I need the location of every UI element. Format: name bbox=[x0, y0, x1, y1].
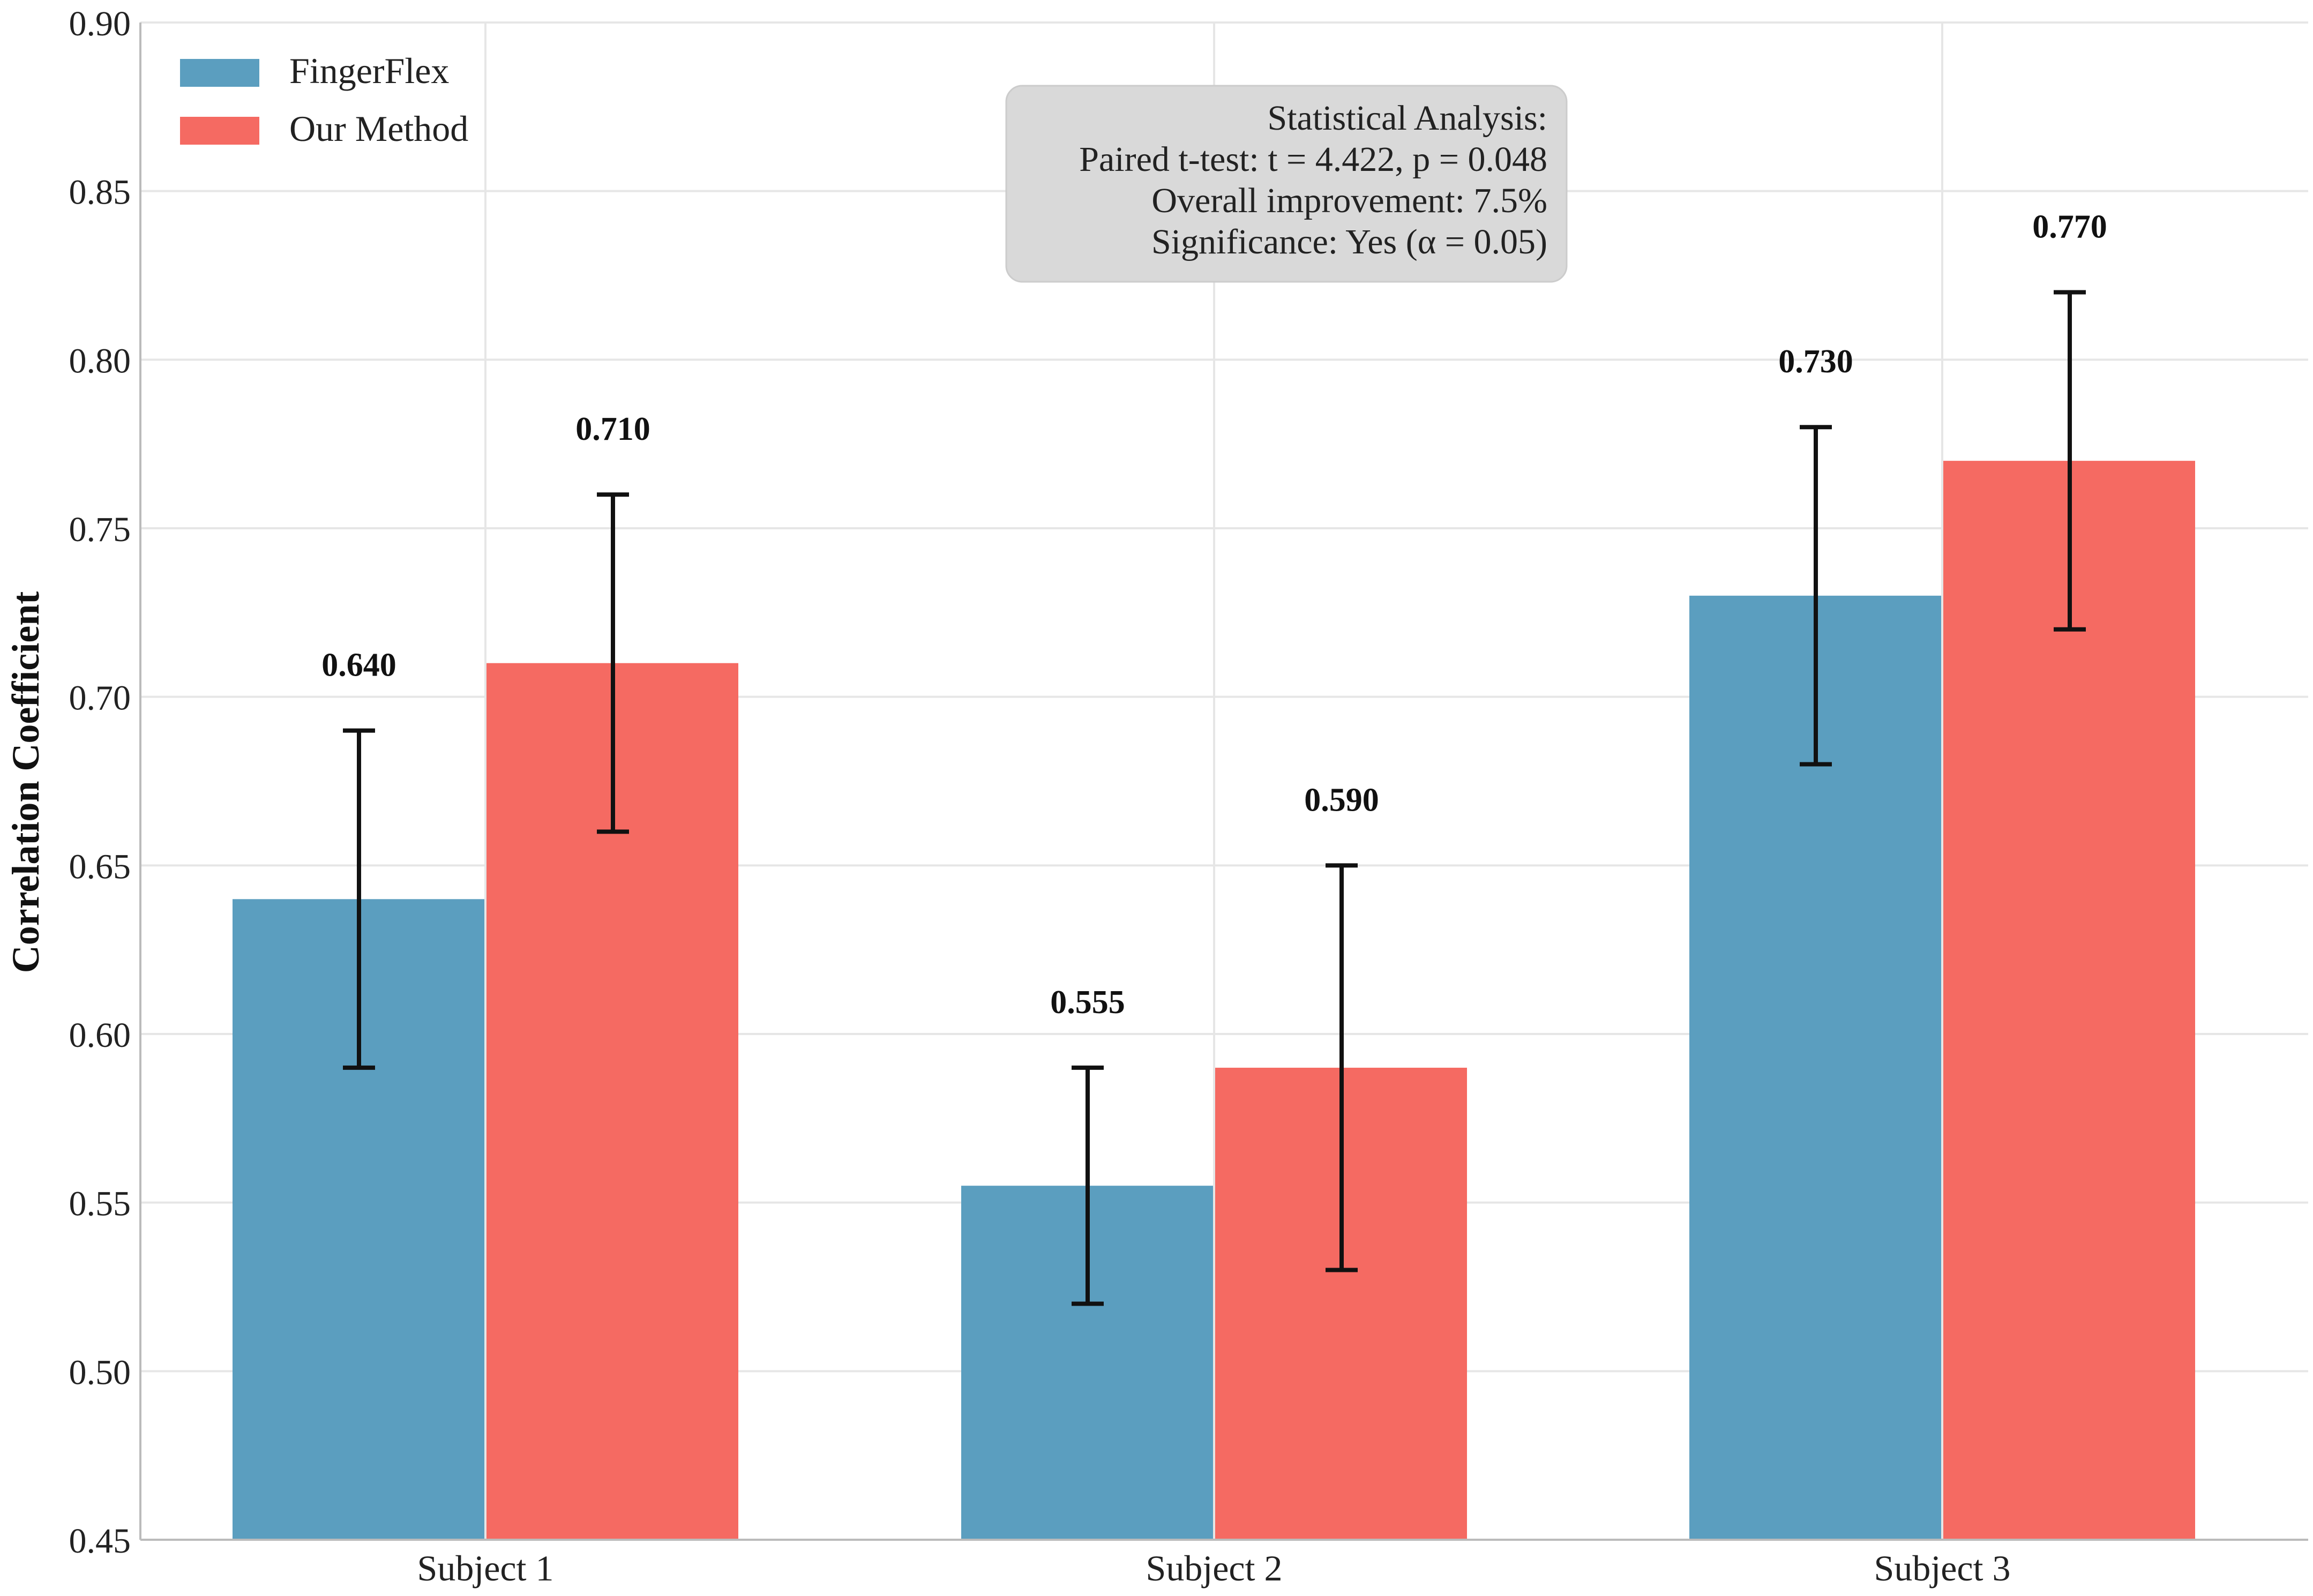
value-label-group: 0.640 0.555 0.730 0.710 0.590 0.770 bbox=[321, 208, 2107, 1020]
legend: FingerFlex Our Method bbox=[180, 50, 468, 149]
x-tick-labels: Subject 1 Subject 2 Subject 3 bbox=[417, 1548, 2011, 1588]
y-tick-label: 0.85 bbox=[69, 173, 131, 212]
y-tick-labels: 0.45 0.50 0.55 0.60 0.65 0.70 0.75 0.80 0.85 0.90 bbox=[69, 4, 131, 1561]
annotation-line: Overall improvement: 7.5% bbox=[1151, 181, 1547, 220]
y-tick-label: 0.55 bbox=[69, 1185, 131, 1224]
legend-label: FingerFlex bbox=[289, 50, 449, 91]
x-tick-label: Subject 2 bbox=[1146, 1548, 1283, 1588]
value-label: 0.590 bbox=[1304, 782, 1379, 818]
stats-annotation-box: Statistical Analysis:Paired t-test: t = … bbox=[1005, 85, 1568, 283]
y-tick-label: 0.60 bbox=[69, 1016, 131, 1055]
y-tick-label: 0.50 bbox=[69, 1353, 131, 1392]
y-tick-label: 0.65 bbox=[69, 847, 131, 886]
x-tick-label: Subject 3 bbox=[1874, 1548, 2011, 1588]
error-bar-group bbox=[343, 290, 2086, 1306]
axes bbox=[139, 23, 2308, 1541]
x-tick-label: Subject 1 bbox=[417, 1548, 554, 1588]
bar-our-method-subject-3 bbox=[1943, 461, 2195, 1540]
value-label: 0.770 bbox=[2032, 208, 2107, 245]
annotation-line: Paired t-test: t = 4.422, p = 0.048 bbox=[1079, 140, 1547, 179]
y-tick-label: 0.90 bbox=[69, 4, 131, 43]
annotation-box bbox=[1005, 85, 1568, 283]
annotation-line: Statistical Analysis: bbox=[1268, 99, 1548, 138]
y-tick-label: 0.80 bbox=[69, 341, 131, 380]
value-label: 0.640 bbox=[321, 647, 396, 684]
value-label: 0.710 bbox=[575, 411, 650, 447]
legend-label: Our Method bbox=[289, 108, 468, 149]
y-tick-label: 0.70 bbox=[69, 679, 131, 718]
legend-swatch bbox=[180, 59, 259, 87]
y-tick-label: 0.75 bbox=[69, 510, 131, 549]
legend-swatch bbox=[180, 117, 259, 145]
annotation-line: Significance: Yes (α = 0.05) bbox=[1151, 222, 1547, 261]
y-axis-label: Correlation Coefficient bbox=[4, 591, 47, 973]
value-label: 0.730 bbox=[1778, 343, 1853, 380]
value-label: 0.555 bbox=[1050, 984, 1125, 1021]
y-tick-label: 0.45 bbox=[69, 1522, 131, 1561]
bar-group bbox=[233, 461, 2195, 1540]
